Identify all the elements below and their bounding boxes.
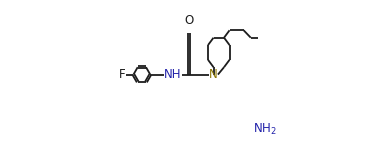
Text: NH$_2$: NH$_2$	[253, 122, 277, 137]
Text: NH: NH	[164, 68, 182, 81]
Text: F: F	[119, 68, 125, 81]
Text: N: N	[209, 68, 218, 81]
Text: O: O	[184, 14, 194, 27]
